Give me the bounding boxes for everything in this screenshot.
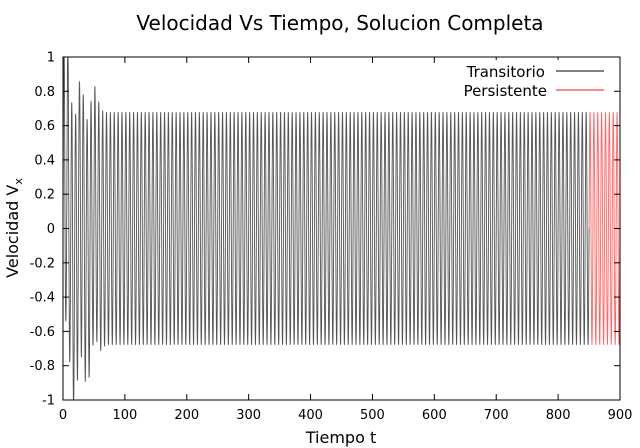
y-axis-label-main: Velocidad V: [3, 185, 22, 278]
y-tick-label: 0: [47, 222, 55, 237]
legend-label-persistente: Persistente: [464, 82, 547, 100]
y-tick-label: -1: [42, 394, 55, 409]
y-tick-label: -0.4: [30, 291, 55, 306]
x-tick-label: 200: [174, 408, 199, 423]
x-tick-label: 900: [608, 408, 633, 423]
series-layer: [62, 56, 621, 401]
x-tick-label: 400: [298, 408, 323, 423]
y-tick-label: -0.6: [30, 325, 55, 340]
y-axis-label: Velocidad Vx: [3, 178, 25, 278]
y-tick-label: 0.2: [34, 188, 55, 203]
series-line-transitorio: [62, 56, 590, 401]
chart-title: Velocidad Vs Tiempo, Solucion Completa: [136, 11, 543, 35]
y-tick-label: 0.4: [34, 153, 55, 168]
x-tick-label: 700: [484, 408, 509, 423]
x-axis-label: Tiempo t: [305, 428, 376, 447]
series-line-persistente: [588, 112, 621, 345]
x-tick-label: 800: [546, 408, 571, 423]
x-tick-label: 300: [236, 408, 261, 423]
x-tick-label: 500: [360, 408, 385, 423]
y-tick-label: 1: [47, 51, 55, 66]
x-tick-label: 0: [59, 408, 67, 423]
y-tick-label: 0.6: [34, 119, 55, 134]
x-tick-label: 600: [422, 408, 447, 423]
y-tick-label: -0.2: [30, 256, 55, 271]
x-tick-label: 100: [112, 408, 137, 423]
y-tick-label: -0.8: [30, 359, 55, 374]
legend: Transitorio Persistente: [448, 60, 614, 102]
ticks-layer: 0 100 200 300 400 500 600 700 800 900 -1 -0.8 -0.6 -0…: [30, 51, 633, 424]
legend-label-transitorio: Transitorio: [466, 63, 545, 81]
y-tick-label: 0.8: [34, 85, 55, 100]
y-axis-label-subscript: x: [12, 178, 25, 185]
